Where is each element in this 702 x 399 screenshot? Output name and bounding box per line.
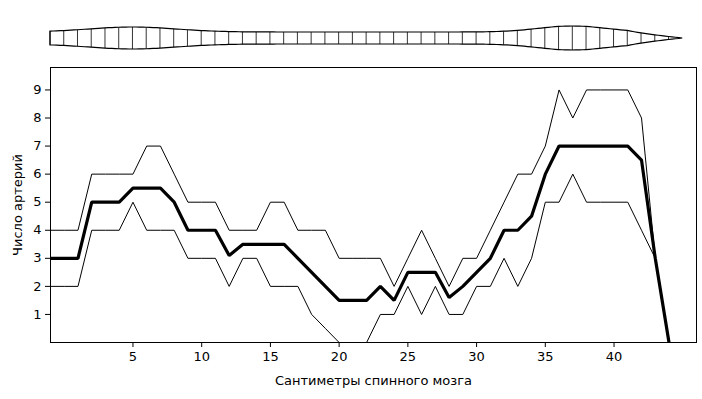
svg-text:Число артерий: Число артерий xyxy=(10,154,25,256)
svg-text:5: 5 xyxy=(129,349,137,364)
svg-text:15: 15 xyxy=(262,349,279,364)
svg-text:20: 20 xyxy=(331,349,348,364)
svg-text:4: 4 xyxy=(33,222,41,237)
svg-text:7: 7 xyxy=(33,138,41,153)
svg-text:1: 1 xyxy=(33,307,41,322)
svg-text:10: 10 xyxy=(193,349,210,364)
svg-text:30: 30 xyxy=(468,349,485,364)
svg-text:Сантиметры спинного мозга: Сантиметры спинного мозга xyxy=(275,373,472,388)
svg-text:2: 2 xyxy=(33,279,41,294)
svg-text:35: 35 xyxy=(537,349,554,364)
svg-text:8: 8 xyxy=(33,110,41,125)
svg-text:25: 25 xyxy=(400,349,417,364)
svg-text:9: 9 xyxy=(33,82,41,97)
svg-text:40: 40 xyxy=(606,349,623,364)
svg-text:5: 5 xyxy=(33,194,41,209)
svg-text:3: 3 xyxy=(33,250,41,265)
svg-text:6: 6 xyxy=(33,166,41,181)
